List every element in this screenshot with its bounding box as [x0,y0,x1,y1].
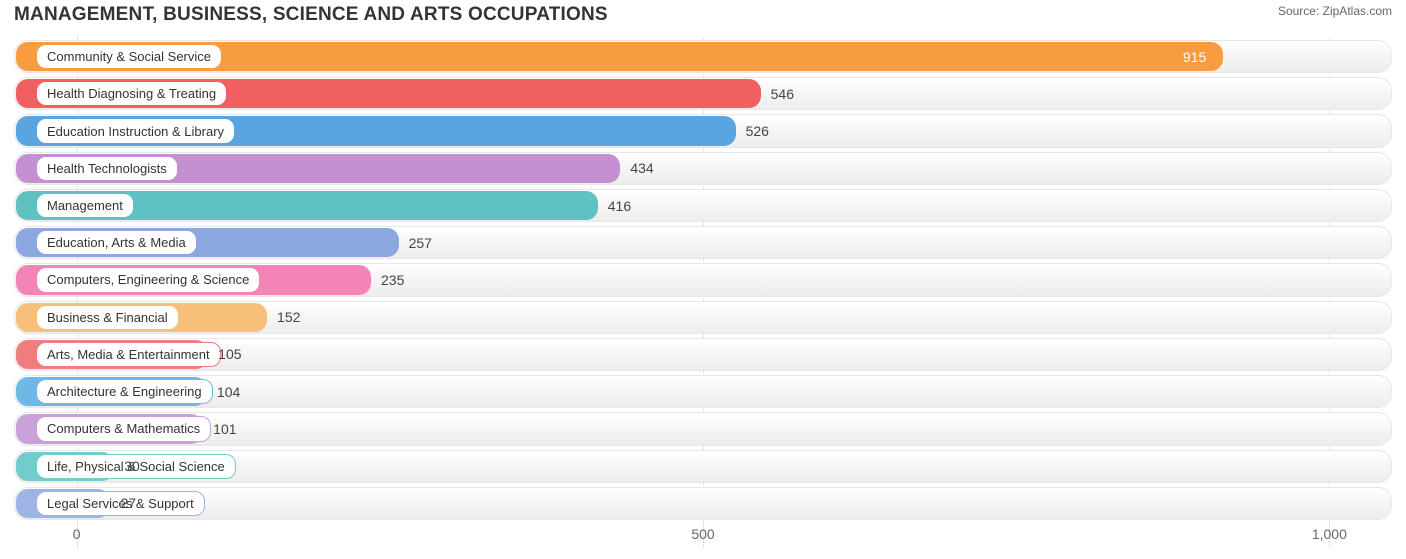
header: MANAGEMENT, BUSINESS, SCIENCE AND ARTS O… [0,0,1406,26]
bar-row: Health Diagnosing & Treating 546 [14,75,1392,112]
category-pill: Computers & Mathematics [36,416,211,441]
source-prefix: Source: [1278,4,1323,18]
value-label: 915 [1183,49,1206,65]
bar-row: Business & Financial 152 [14,299,1392,336]
bar-row: Computers, Engineering & Science 235 [14,261,1392,298]
category-pill: Arts, Media & Entertainment [36,342,221,367]
value-label: 101 [213,421,236,437]
bar-row: Community & Social Service 915 [14,38,1392,75]
value-label: 526 [746,123,769,139]
value-label: 257 [409,235,432,251]
chart-area: 0 500 1,000 Community & Social Service 915 He… [14,38,1392,548]
bar-row: Legal Services & Support27 [14,485,1392,522]
plot-region: 05001,000Community & Social Service915He… [14,38,1392,522]
category-pill: Community & Social Service [36,44,222,69]
bar-row: Life, Physical & Social Science30 [14,448,1392,485]
category-pill: Management [36,193,134,218]
bar-row: Architecture & Engineering104 [14,373,1392,410]
category-pill: Architecture & Engineering [36,379,213,404]
source-name: ZipAtlas.com [1323,4,1392,18]
bar-row: Education, Arts & Media 257 [14,224,1392,261]
bar-row: Health Technologists 434 [14,150,1392,187]
x-tick-label: 500 [691,526,714,542]
value-label: 30 [124,458,140,474]
value-label: 434 [630,160,653,176]
value-label: 152 [277,309,300,325]
category-pill: Health Diagnosing & Treating [36,81,227,106]
bar-track [14,487,1392,520]
bar-row: Arts, Media & Entertainment105 [14,336,1392,373]
bar-row: Computers & Mathematics101 [14,410,1392,447]
value-label: 105 [218,346,241,362]
bar-row: Management 416 [14,187,1392,224]
category-pill: Education Instruction & Library [36,118,235,143]
bar-row: Education Instruction & Library 526 [14,112,1392,149]
category-pill: Business & Financial [36,305,179,330]
x-tick-label: 1,000 [1312,526,1347,542]
category-pill: Education, Arts & Media [36,230,197,255]
category-pill: Health Technologists [36,156,178,181]
value-label: 546 [771,86,794,102]
value-label: 104 [217,384,240,400]
chart-title: MANAGEMENT, BUSINESS, SCIENCE AND ARTS O… [14,4,608,26]
value-label: 27 [120,495,136,511]
x-tick-label: 0 [73,526,81,542]
value-label: 416 [608,198,631,214]
category-pill: Computers, Engineering & Science [36,267,260,292]
source-attribution: Source: ZipAtlas.com [1278,4,1392,18]
value-label: 235 [381,272,404,288]
